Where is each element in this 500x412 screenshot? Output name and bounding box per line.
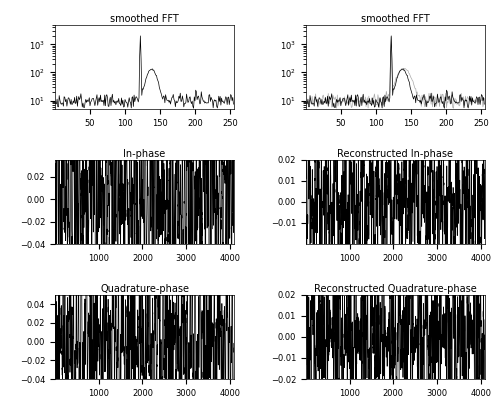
Title: In-phase: In-phase (124, 149, 166, 159)
Title: Reconstructed In-phase: Reconstructed In-phase (338, 149, 454, 159)
Title: Quadrature-phase: Quadrature-phase (100, 284, 189, 294)
Title: smoothed FFT: smoothed FFT (361, 14, 430, 24)
Title: Reconstructed Quadrature-phase: Reconstructed Quadrature-phase (314, 284, 477, 294)
Title: smoothed FFT: smoothed FFT (110, 14, 179, 24)
